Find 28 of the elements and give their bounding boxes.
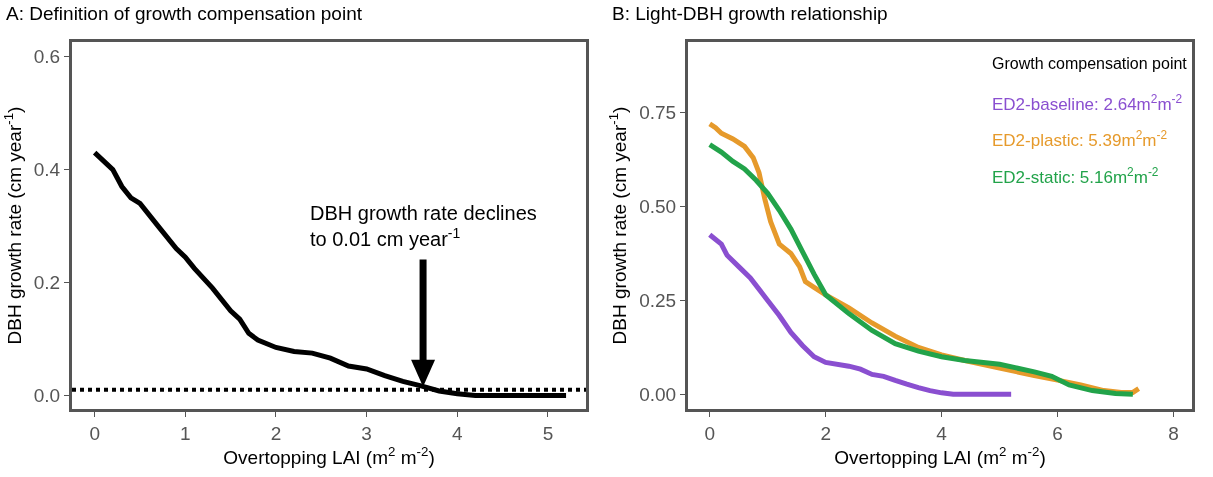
x-tick-label: 6 <box>1052 422 1063 444</box>
x-tick-label: 4 <box>936 422 948 444</box>
y-tick-label: 0.2 <box>33 272 61 294</box>
annotation: DBH growth rate declines to 0.01 cm year$^{-1}$ <box>310 202 537 250</box>
x-tick-label: 3 <box>361 422 372 444</box>
legend-title: Growth compensation point <box>992 55 1188 72</box>
x-tick-label: 0 <box>89 422 100 444</box>
text: ED2-plastic: 5.39m$^{2}$m$^{-2}$ <box>992 128 1168 151</box>
x-tick-label: 1 <box>180 422 191 444</box>
text: ED2-static: 5.16m$^{2}$m$^{-2}$ <box>992 165 1159 188</box>
y-tick-label: 0.50 <box>639 196 677 218</box>
x-tick-label: 5 <box>542 422 554 444</box>
y-tick-label: 0.0 <box>33 385 61 407</box>
y-tick-label: 0.00 <box>639 384 677 405</box>
y-tick-label: 0.6 <box>33 46 61 68</box>
x-tick-label: 0 <box>704 422 716 444</box>
x-tick-label: 2 <box>270 422 282 444</box>
chart-title: A: Definition of growth compensation point <box>6 3 363 25</box>
chart-title: B: Light-DBH growth relationship <box>612 3 888 25</box>
x-tick-label: 2 <box>820 422 831 444</box>
y-tick-label: 0.25 <box>639 290 677 312</box>
x-tick-label: 8 <box>1168 422 1179 444</box>
text: ED2-baseline: 2.64m$^{2}$m$^{-2}$ <box>992 92 1183 115</box>
x-axis-title: Overtopping LAI (m$^{2}$ m$^{-2}$) <box>834 443 1046 468</box>
x-tick-label: 4 <box>451 422 463 444</box>
x-axis-title: Overtopping LAI (m$^{2}$ m$^{-2}$) <box>223 443 435 468</box>
y-tick-label: 0.4 <box>33 159 61 181</box>
y-tick-label: 0.75 <box>639 102 677 124</box>
